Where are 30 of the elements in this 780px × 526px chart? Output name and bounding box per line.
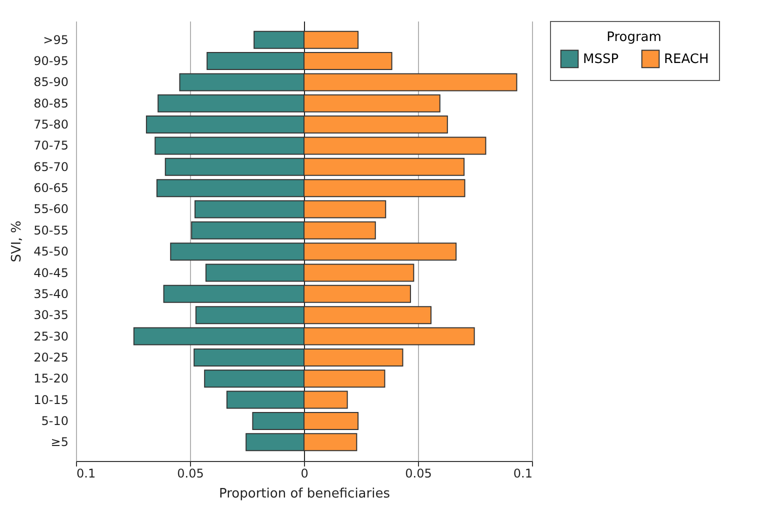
x-tick-label: 0.1 [513, 466, 532, 480]
legend-title: Program [606, 30, 662, 45]
y-tick-label: >95 [43, 32, 68, 47]
legend-label: REACH [664, 52, 709, 67]
x-tick-label: 0.1 [76, 466, 96, 480]
legend-label: MSSP [583, 52, 619, 67]
y-tick-label: 5-10 [41, 414, 68, 428]
y-tick-label: 10-15 [34, 392, 68, 407]
y-tick-label: 85-90 [34, 75, 68, 90]
y-tick-label: 65-70 [34, 160, 68, 174]
y-tick-label: 60-65 [34, 181, 68, 196]
x-axis-title: Proportion of beneficiaries [219, 486, 390, 502]
y-tick-label: 75-80 [34, 118, 68, 132]
y-tick-label: ≥5 [50, 435, 68, 450]
x-tick-label: 0.05 [405, 466, 432, 480]
y-axis-title: SVI, % [10, 220, 25, 262]
y-tick-label: 30-35 [34, 308, 68, 322]
y-tick-label: 90-95 [34, 54, 68, 68]
y-tick-label: 20-25 [34, 350, 68, 364]
y-tick-label: 70-75 [34, 138, 68, 153]
y-tick-label: 50-55 [34, 223, 68, 238]
x-tick-label: 0.05 [177, 466, 204, 480]
y-tick-label: 40-45 [34, 266, 68, 280]
y-tick-label: 80-85 [34, 96, 68, 110]
y-tick-label: 15-20 [34, 372, 68, 386]
x-tick-label: 0 [300, 466, 308, 480]
y-tick-label: 25-30 [34, 329, 68, 344]
y-tick-label: 45-50 [34, 244, 68, 259]
y-tick-label: 35-40 [34, 286, 68, 301]
y-tick-label: 55-60 [34, 202, 68, 216]
